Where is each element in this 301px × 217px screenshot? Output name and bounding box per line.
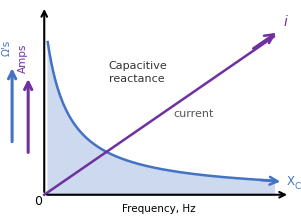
Text: Capacitive
reactance: Capacitive reactance (109, 61, 167, 84)
Text: X: X (287, 175, 294, 188)
Text: current: current (173, 109, 214, 119)
Text: Ω's: Ω's (2, 39, 11, 56)
Text: C: C (294, 182, 301, 191)
Text: i: i (283, 15, 287, 29)
Text: 0: 0 (35, 196, 42, 209)
Text: Amps: Amps (17, 43, 27, 73)
Text: Frequency, Hz: Frequency, Hz (122, 204, 196, 214)
